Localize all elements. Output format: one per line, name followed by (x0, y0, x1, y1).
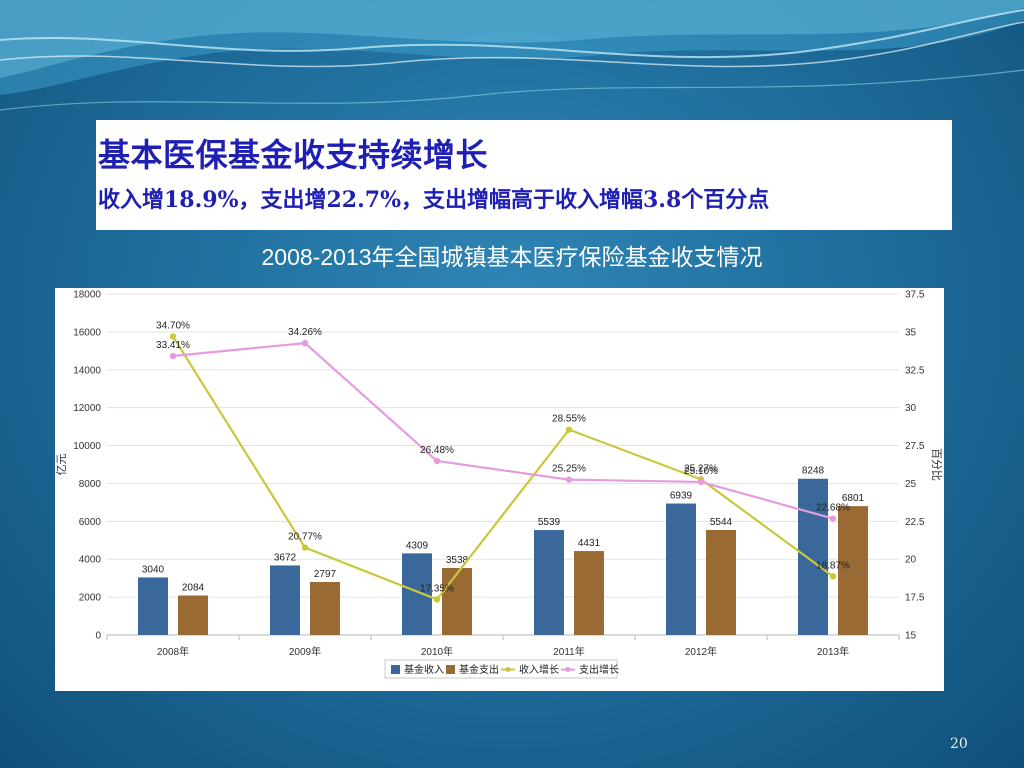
income-growth-point (301, 544, 309, 551)
income-growth-label: 17.35% (420, 583, 454, 594)
x-tick-label: 2012年 (685, 645, 717, 658)
income-growth-label: 18.87% (816, 560, 850, 571)
bar-income (138, 577, 168, 635)
bar-income (402, 553, 432, 635)
x-tick-label: 2009年 (289, 645, 321, 658)
bar-expense (574, 551, 604, 635)
legend-label: 支出增长 (579, 663, 619, 676)
bar-expense (178, 595, 208, 635)
bar-expense (310, 582, 340, 635)
legend-label: 基金收入 (404, 663, 444, 676)
income-growth-point (565, 426, 573, 433)
y-tick-label: 12000 (73, 403, 101, 414)
y2-tick-label: 30 (905, 403, 917, 414)
bar-value-label: 2084 (182, 583, 205, 594)
combo-chart: 0 2000 4000 6000 8000 10000 12000 14000 16000 180… (55, 290, 943, 679)
expense-growth-label: 33.41% (156, 340, 190, 351)
income-growth-label: 25.27% (684, 463, 718, 474)
bar-value-label: 3538 (446, 555, 469, 566)
y2-tick-label: 22.5 (905, 517, 925, 528)
y-tick-label: 8000 (79, 479, 102, 490)
chart-panel: 0 2000 4000 6000 8000 10000 12000 14000 16000 180… (55, 288, 944, 691)
expense-growth-point (433, 457, 441, 465)
expense-growth-point (169, 352, 177, 360)
bar-value-label: 4431 (578, 538, 601, 549)
bar-income (534, 530, 564, 635)
expense-growth-line (172, 341, 834, 520)
expense-growth-point (829, 515, 837, 522)
bar-value-label: 3672 (274, 552, 297, 563)
expense-growth-label: 34.26% (288, 327, 322, 338)
bar-income (798, 478, 828, 635)
x-tick-label: 2008年 (157, 645, 189, 658)
y2-tick-label: 17.5 (905, 593, 925, 604)
y-tick-label: 6000 (79, 517, 102, 528)
legend-swatch (391, 665, 400, 674)
bar-value-label: 6801 (842, 493, 865, 504)
y-tick-label: 4000 (79, 555, 102, 566)
y2-tick-label: 25 (905, 479, 917, 490)
expense-growth-point (697, 478, 705, 486)
income-growth-label: 34.70% (156, 320, 190, 331)
bar-value-label: 8248 (802, 466, 825, 477)
y-tick-label: 10000 (73, 441, 101, 452)
y2-tick-label: 27.5 (905, 441, 925, 452)
y-axis-label: 亿元 (55, 454, 68, 476)
y-tick-label: 18000 (73, 290, 101, 301)
expense-growth-label: 26.48% (420, 445, 454, 456)
bar-value-label: 5539 (538, 517, 561, 528)
bar-income (666, 503, 696, 635)
income-growth-point (169, 333, 177, 340)
expense-growth-label: 25.25% (552, 464, 586, 475)
y2-tick-label: 20 (905, 555, 917, 566)
income-growth-line (172, 335, 834, 601)
page-number: 20 (950, 736, 968, 752)
bar-expense (706, 529, 736, 635)
slide-subtitle: 收入增18.9%，支出增22.7%，支出增幅高于收入增幅3.8个百分点 (98, 187, 770, 213)
bar-value-label: 4309 (406, 540, 429, 551)
title-box: 基本医保基金收支持续增长 收入增18.9%，支出增22.7%，支出增幅高于收入增… (96, 120, 952, 230)
y-tick-label: 16000 (73, 327, 101, 338)
bar-value-label: 5544 (710, 517, 733, 528)
x-tick-label: 2011年 (553, 645, 585, 658)
expense-growth-label: 25.10% (684, 466, 718, 477)
income-growth-label: 28.55% (552, 414, 586, 425)
legend-swatch (446, 665, 455, 674)
bar-expense (442, 567, 472, 635)
y2-tick-label: 15 (905, 631, 917, 642)
income-growth-point (829, 573, 837, 580)
y-tick-label: 14000 (73, 365, 101, 376)
bar-value-label: 6939 (670, 491, 693, 502)
expense-growth-point (565, 476, 573, 483)
legend-label: 基金支出 (459, 663, 499, 676)
bar-expense (838, 506, 868, 635)
bar-value-label: 2797 (314, 569, 337, 580)
legend-swatch-marker (565, 667, 571, 672)
bar-income (270, 565, 300, 635)
expense-growth-label: 22.68% (816, 503, 850, 514)
legend-label: 收入增长 (519, 663, 559, 676)
expense-growth-point (301, 339, 309, 347)
y-tick-label: 2000 (79, 593, 102, 604)
y-tick-label: 0 (95, 631, 101, 642)
bar-value-label: 3040 (142, 564, 165, 575)
income-growth-label: 20.77% (288, 532, 322, 543)
y2-axis-label: 百分比 (930, 448, 943, 481)
income-growth-point (433, 596, 441, 603)
chart-caption: 2008-2013年全国城镇基本医疗保险基金收支情况 (261, 244, 763, 270)
x-tick-label: 2013年 (817, 645, 849, 658)
y2-tick-label: 35 (905, 327, 917, 338)
y2-tick-label: 37.5 (905, 290, 925, 301)
x-tick-label: 2010年 (421, 645, 453, 658)
legend-swatch-marker (505, 667, 511, 672)
y2-tick-label: 32.5 (905, 365, 925, 376)
slide-title: 基本医保基金收支持续增长 (98, 136, 489, 174)
wave-decoration (0, 0, 1024, 111)
